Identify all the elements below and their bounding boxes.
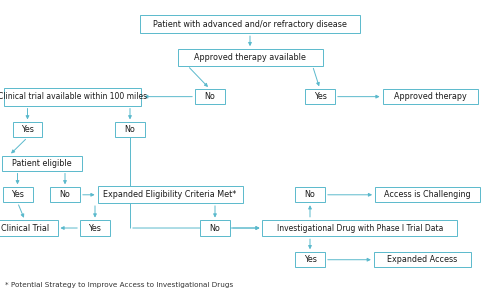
- Text: Clinical trial available within 100 miles: Clinical trial available within 100 mile…: [0, 92, 147, 101]
- Text: Investigational Drug with Phase I Trial Data: Investigational Drug with Phase I Trial …: [277, 223, 443, 233]
- Text: No: No: [210, 223, 220, 233]
- FancyBboxPatch shape: [2, 156, 82, 171]
- Text: Yes: Yes: [88, 223, 102, 233]
- FancyBboxPatch shape: [195, 89, 225, 104]
- Text: Yes: Yes: [21, 125, 34, 134]
- FancyBboxPatch shape: [4, 88, 141, 106]
- Text: * Potential Strategy to Improve Access to Investigational Drugs: * Potential Strategy to Improve Access t…: [5, 282, 233, 288]
- FancyBboxPatch shape: [50, 187, 80, 202]
- Text: Clinical Trial: Clinical Trial: [1, 223, 49, 233]
- Text: Approved therapy: Approved therapy: [394, 92, 466, 101]
- FancyBboxPatch shape: [262, 220, 458, 236]
- FancyBboxPatch shape: [375, 187, 480, 202]
- Text: No: No: [304, 190, 316, 199]
- Text: Yes: Yes: [304, 255, 316, 264]
- Text: Approved therapy available: Approved therapy available: [194, 53, 306, 62]
- FancyBboxPatch shape: [2, 187, 32, 202]
- FancyBboxPatch shape: [0, 220, 58, 236]
- FancyBboxPatch shape: [382, 89, 478, 104]
- FancyBboxPatch shape: [12, 122, 42, 137]
- FancyBboxPatch shape: [295, 252, 325, 267]
- FancyBboxPatch shape: [305, 89, 335, 104]
- Text: No: No: [60, 190, 70, 199]
- FancyBboxPatch shape: [374, 252, 471, 267]
- Text: No: No: [204, 92, 216, 101]
- FancyBboxPatch shape: [178, 49, 322, 66]
- Text: Access is Challenging: Access is Challenging: [384, 190, 471, 199]
- Text: Patient eligible: Patient eligible: [12, 159, 72, 168]
- Text: Yes: Yes: [11, 190, 24, 199]
- FancyBboxPatch shape: [295, 187, 325, 202]
- FancyBboxPatch shape: [80, 220, 110, 236]
- FancyBboxPatch shape: [98, 187, 242, 203]
- Text: Yes: Yes: [314, 92, 326, 101]
- Text: Expanded Eligibility Criteria Met*: Expanded Eligibility Criteria Met*: [104, 190, 236, 199]
- FancyBboxPatch shape: [115, 122, 145, 137]
- Text: No: No: [124, 125, 136, 134]
- FancyBboxPatch shape: [140, 15, 360, 33]
- Text: Expanded Access: Expanded Access: [388, 255, 458, 264]
- Text: Patient with advanced and/or refractory disease: Patient with advanced and/or refractory …: [153, 20, 347, 29]
- FancyBboxPatch shape: [200, 220, 230, 236]
